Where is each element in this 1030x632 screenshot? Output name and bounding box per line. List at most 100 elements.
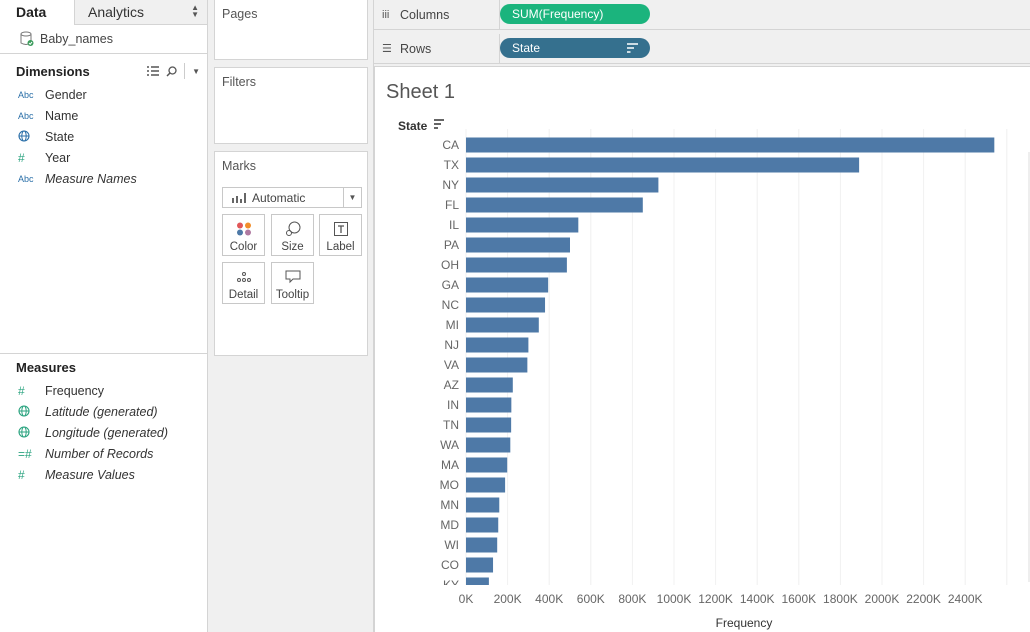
calculated-number-icon: =# — [18, 446, 32, 461]
field-longitude[interactable]: Longitude (generated) — [0, 422, 207, 443]
bar-va[interactable] — [466, 357, 528, 373]
chevron-down-icon[interactable]: ▼ — [343, 188, 361, 207]
detail-button[interactable]: Detail — [222, 262, 265, 304]
measure-fields: # Frequency Latitude (generated) Longitu… — [0, 380, 207, 485]
x-tick-label: 1600K — [781, 592, 816, 606]
bar-wa[interactable] — [466, 437, 511, 453]
x-tick-label: 1200K — [698, 592, 733, 606]
tab-analytics[interactable]: Analytics ▲ ▼ — [75, 0, 207, 25]
datasource-item[interactable]: Baby_names — [0, 25, 207, 54]
bar-ca[interactable] — [466, 137, 995, 153]
x-tick-label: 600K — [577, 592, 605, 606]
tab-analytics-label: Analytics — [88, 4, 145, 20]
category-label: AZ — [444, 378, 459, 392]
field-number-of-records[interactable]: =# Number of Records — [0, 443, 207, 464]
bar-az[interactable] — [466, 377, 513, 393]
string-type-icon: Abc — [18, 89, 34, 100]
field-label: Measure Names — [45, 171, 137, 186]
bar-mi[interactable] — [466, 317, 539, 333]
category-label: NY — [442, 178, 459, 192]
bar-fl[interactable] — [466, 197, 643, 213]
field-name[interactable]: Abc Name — [0, 105, 207, 126]
category-label: NJ — [444, 338, 459, 352]
chevron-down-icon[interactable]: ▼ — [192, 66, 200, 76]
bar-ny[interactable] — [466, 177, 659, 193]
tooltip-label: Tooltip — [275, 289, 310, 301]
bar-mn[interactable] — [466, 497, 500, 513]
rows-shelf[interactable]: ☰ Rows State — [374, 34, 1030, 64]
bar-in[interactable] — [466, 397, 512, 413]
bar-tn[interactable] — [466, 417, 512, 433]
bar-chart-icon — [232, 192, 246, 203]
sort-descending-icon[interactable] — [434, 119, 444, 129]
field-state[interactable]: State — [0, 126, 207, 147]
pane-tabs: Data Analytics ▲ ▼ — [0, 0, 207, 25]
bar-il[interactable] — [466, 217, 579, 233]
pages-shelf[interactable]: Pages — [214, 0, 368, 60]
bar-nj[interactable] — [466, 337, 529, 353]
tools-divider — [184, 63, 186, 79]
category-label: MD — [440, 518, 459, 532]
marks-title: Marks — [222, 159, 257, 173]
field-gender[interactable]: Abc Gender — [0, 84, 207, 105]
filters-shelf[interactable]: Filters — [214, 67, 368, 144]
bar-wi[interactable] — [466, 537, 498, 553]
columns-pill-sum-frequency[interactable]: SUM(Frequency) — [500, 4, 650, 24]
bar-ma[interactable] — [466, 457, 508, 473]
tooltip-button[interactable]: Tooltip — [271, 262, 314, 304]
measures-title: Measures — [16, 359, 76, 375]
measures-divider — [0, 353, 207, 354]
string-type-icon: Abc — [18, 173, 34, 184]
mark-type-dropdown[interactable]: Automatic ▼ — [222, 187, 362, 208]
shelf-pane: Pages Filters Marks Automatic ▼ Color Si… — [208, 0, 374, 632]
bar-pa[interactable] — [466, 237, 570, 253]
field-measure-values[interactable]: # Measure Values — [0, 464, 207, 485]
bar-co[interactable] — [466, 557, 494, 573]
globe-icon — [18, 425, 45, 440]
field-latitude[interactable]: Latitude (generated) — [0, 401, 207, 422]
field-measure-names[interactable]: Abc Measure Names — [0, 168, 207, 189]
columns-label: Columns — [400, 7, 450, 22]
tab-data[interactable]: Data — [0, 0, 75, 25]
text-label-icon — [320, 215, 361, 237]
sort-descending-icon[interactable] — [627, 43, 638, 53]
pages-title: Pages — [222, 7, 258, 21]
dimensions-header: Dimensions ▼ — [0, 58, 207, 84]
bar-tx[interactable] — [466, 157, 860, 173]
field-year[interactable]: # Year — [0, 147, 207, 168]
field-frequency[interactable]: # Frequency — [0, 380, 207, 401]
size-button[interactable]: Size — [271, 214, 314, 256]
category-label: WI — [444, 538, 459, 552]
bar-mo[interactable] — [466, 477, 506, 493]
field-label: Number of Records — [45, 446, 154, 461]
row-header-state: State — [398, 119, 428, 133]
up-down-arrow-icon[interactable]: ▲ ▼ — [191, 3, 199, 19]
x-tick-label: 1000K — [657, 592, 692, 606]
field-label: Frequency — [45, 383, 105, 398]
columns-shelf[interactable]: iii Columns SUM(Frequency) — [374, 0, 1030, 30]
worksheet-view: Sheet 1 0K 200K 400K 600K 800K 1000K 1200K 1400… — [374, 66, 1030, 632]
dimension-fields: Abc Gender Abc Name State # Year Abc Mea… — [0, 84, 207, 189]
rows-pill-state[interactable]: State — [500, 38, 650, 58]
rows-shelf-label: ☰ Rows — [374, 34, 500, 63]
datasource-name: Baby_names — [40, 32, 113, 46]
category-label: MI — [446, 318, 459, 332]
bar-ga[interactable] — [466, 277, 549, 293]
label-button[interactable]: Label — [319, 214, 362, 256]
bar-nc[interactable] — [466, 297, 546, 313]
bars-group: CA TX NY FL IL PA OH GA NC MI NJ VA AZ IN TN WA MA MO MN MD… — [440, 137, 995, 593]
color-button[interactable]: Color — [222, 214, 265, 256]
list-view-icon[interactable] — [147, 66, 160, 76]
category-label: MN — [440, 498, 459, 512]
field-label: Gender — [45, 87, 87, 102]
globe-icon — [18, 129, 45, 144]
color-label: Color — [229, 241, 258, 253]
search-icon[interactable] — [166, 65, 177, 77]
dimensions-tools: ▼ — [147, 63, 207, 79]
detail-icon — [223, 263, 264, 285]
category-label: PA — [444, 238, 459, 252]
bar-ky[interactable] — [466, 577, 489, 593]
bar-oh[interactable] — [466, 257, 567, 273]
bar-md[interactable] — [466, 517, 499, 533]
field-label: Name — [45, 108, 79, 123]
